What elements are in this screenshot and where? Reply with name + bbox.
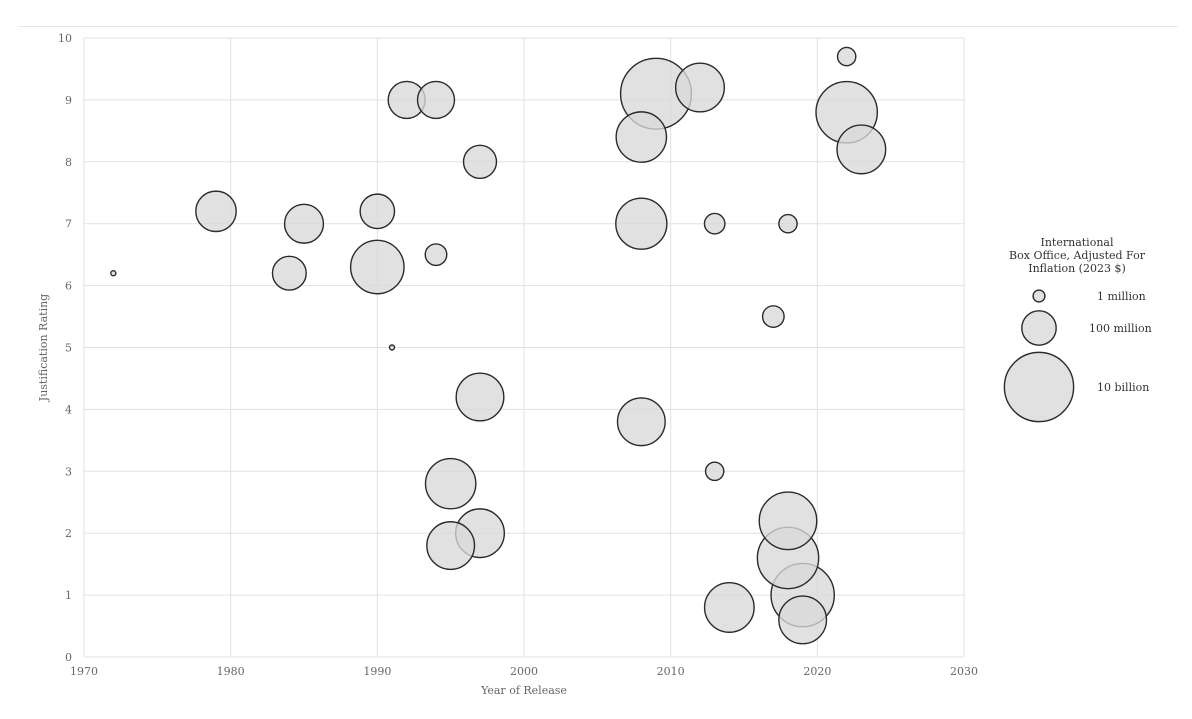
y-tick-label: 2: [65, 527, 72, 540]
data-bubble: [424, 457, 477, 510]
x-tick-label: 1970: [70, 665, 98, 678]
legend-bubble: [1032, 289, 1046, 303]
data-bubble: [616, 397, 666, 447]
grid-layer: [83, 37, 965, 658]
data-bubble: [778, 213, 798, 234]
data-bubble: [462, 144, 498, 180]
y-tick-label: 9: [65, 94, 72, 107]
legend-bubble: [1003, 351, 1075, 423]
data-bubble: [836, 46, 857, 67]
data-bubble: [704, 461, 725, 482]
data-bubble: [349, 239, 405, 295]
data-bubble: [424, 243, 448, 267]
y-tick-label: 7: [65, 218, 72, 231]
data-bubble: [271, 255, 307, 291]
legend-label: 10 billion: [1097, 381, 1149, 394]
data-bubble: [195, 190, 237, 233]
x-tick-label: 1990: [363, 665, 391, 678]
legend-label: 100 million: [1089, 322, 1152, 335]
data-bubble: [758, 491, 818, 551]
legend-title-line: Box Office, Adjusted For: [1009, 249, 1146, 262]
data-bubble: [674, 62, 726, 113]
x-tick-label: 1980: [217, 665, 245, 678]
data-bubble: [703, 212, 726, 235]
x-tick-label: 2000: [510, 665, 538, 678]
y-axis-title: Justification Rating: [37, 294, 50, 402]
data-bubble: [455, 372, 505, 422]
legend-title-line: Inflation (2023 $): [1028, 262, 1126, 275]
x-axis-title: Year of Release: [480, 684, 567, 697]
y-tick-label: 0: [65, 651, 72, 664]
data-bubble: [761, 305, 785, 329]
data-bubble: [615, 197, 668, 250]
x-tick-label: 2010: [657, 665, 685, 678]
data-bubble: [426, 521, 476, 571]
y-tick-label: 4: [65, 403, 72, 416]
legend-title-line: International: [1041, 236, 1114, 249]
data-bubble: [110, 270, 117, 277]
legend-label: 1 million: [1097, 290, 1146, 303]
data-bubble: [778, 595, 828, 645]
y-tick-label: 5: [65, 342, 72, 355]
y-tick-label: 10: [58, 32, 72, 45]
top-divider: [18, 26, 1178, 27]
legend-bubble: [1021, 310, 1057, 346]
data-bubble: [416, 80, 456, 120]
data-bubble: [703, 582, 755, 633]
data-bubble: [615, 111, 668, 163]
bubble-layer: [110, 46, 887, 645]
y-tick-label: 8: [65, 156, 72, 169]
y-tick-label: 3: [65, 465, 72, 478]
data-bubble: [836, 124, 887, 175]
x-tick-label: 2020: [803, 665, 831, 678]
data-bubble: [388, 344, 396, 351]
data-bubble: [283, 203, 325, 244]
data-bubble: [359, 193, 396, 230]
tick-layer: 1970 1980 1990 2000 2010 2020 2030 0 1 2 3 4 5 6 7 8 9 10: [58, 32, 978, 678]
y-tick-label: 1: [65, 589, 72, 602]
y-tick-label: 6: [65, 280, 72, 293]
x-tick-label: 2030: [950, 665, 978, 678]
